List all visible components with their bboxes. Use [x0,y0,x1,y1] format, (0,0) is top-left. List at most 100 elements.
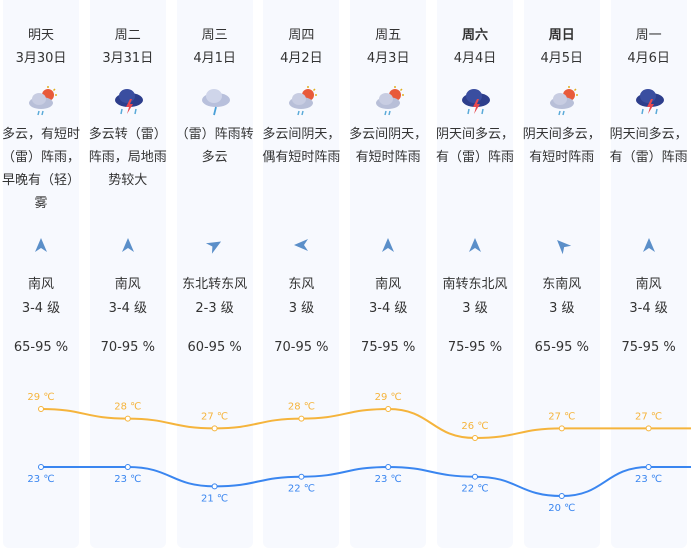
low-temperature-point [211,483,218,490]
day-label: 周三 [201,28,228,43]
date-label: 4月5日 [540,51,584,66]
high-temperature-point [124,415,131,422]
weather-description: 阴天间多云，有短时阵雨 [522,127,601,165]
humidity: 70-95 % [100,340,155,355]
forecast-day-column: 周一 4月6日 阴天间多云，有（雷）阵雨 南风 3-4 级 75-95 % [609,0,688,548]
thunderstorm-icon [462,89,490,115]
humidity: 60-95 % [187,340,242,355]
date-label: 4月1日 [193,51,236,66]
forecast-day-column: 周四 4月2日 多云间阴天，偶有短时阵雨 东风 3 级 70-95 % [262,0,341,548]
forecast-day-column: 周六 4月4日 阴天间多云，有（雷）阵雨 南转东北风 3 级 75-95 % [435,0,514,548]
day-label: 周日 [548,28,575,43]
humidity: 75-95 % [621,340,676,355]
low-temperature-label: 22 ℃ [288,484,315,495]
low-temperature-point [38,464,44,471]
wind-level: 3-4 级 [108,301,147,316]
thunderstorm-icon [635,89,664,115]
wind-direction-arrow-icon [205,241,221,254]
low-temperature-point [385,464,392,471]
wind-direction: 东南风 [542,277,582,292]
low-temperature-label: 22 ℃ [461,484,488,495]
weather-description: 多云间阴天，有短时阵雨 [349,127,428,165]
day-label: 周四 [288,28,315,43]
high-temperature-point [472,435,478,442]
weather-description: 阴天间多云，有（雷）阵雨 [435,127,514,165]
wind-level: 3-4 级 [629,301,668,316]
forecast-day-column: 周二 3月31日 多云转（雷）阵雨，局地雨势较大 南风 3-4 级 70-95 … [88,0,167,548]
wind-direction: 南风 [375,277,402,292]
weather-description: 多云间阴天，偶有短时阵雨 [262,127,341,165]
low-temperature-label: 21 ℃ [201,493,228,504]
low-temperature-label: 23 ℃ [27,474,54,485]
wind-direction-arrow-icon [642,238,655,252]
wind-direction: 东北转东风 [182,277,248,292]
wind-level: 3-4 级 [369,301,408,316]
low-temperature-point [298,473,305,480]
high-temperature-label: 29 ℃ [27,392,54,403]
day-label: 明天 [27,28,54,43]
wind-direction: 南转东北风 [442,277,508,292]
humidity: 65-95 % [534,340,589,355]
weather-description: 多云转（雷）阵雨，局地雨势较大 [88,127,167,188]
wind-level: 3 级 [549,301,575,316]
high-temperature-line [40,407,691,440]
wind-direction: 南风 [635,277,662,292]
low-temperature-point [558,493,565,500]
high-temperature-point [558,425,565,432]
high-temperature-point [645,425,652,432]
humidity: 70-95 % [274,340,329,355]
forecast-day-column: 周日 4月5日 阴天间多云，有短时阵雨 东南风 3 级 65-95 % [522,0,601,548]
partly-cloudy-rain-icon [29,86,57,116]
date-label: 3月31日 [102,51,154,66]
partly-cloudy-rain-icon [376,86,405,116]
low-temperature-point [645,464,652,471]
high-temperature-point [38,406,44,412]
wind-level: 3 级 [288,301,315,316]
wind-direction-arrow-icon [556,240,571,255]
low-temperature-label: 23 ℃ [114,474,141,485]
humidity: 75-95 % [447,340,503,355]
weather-description: 多云，有短时（雷）阵雨，早晚有（轻）雾 [1,127,80,211]
high-temperature-label: 26 ℃ [461,421,488,432]
day-label: 周一 [635,28,662,43]
forecast-day-column: 明天 3月30日 多云，有短时（雷）阵雨，早晚有（轻）雾 南风 3-4 级 65… [1,0,80,548]
date-label: 4月3日 [366,51,410,66]
high-temperature-label: 29 ℃ [375,392,402,403]
partly-cloudy-rain-icon [289,86,318,116]
wind-level: 3 级 [462,301,488,316]
wind-direction-arrow-icon [469,238,481,252]
wind-direction: 南风 [27,277,54,292]
low-temperature-point [472,473,478,480]
wind-direction-arrow-icon [382,238,395,252]
forecast-day-column: 周五 4月3日 多云间阴天，有短时阵雨 南风 3-4 级 75-95 % [349,0,428,548]
weather-description: （雷）阵雨转多云 [175,127,254,165]
date-label: 3月30日 [15,51,67,66]
high-temperature-label: 27 ℃ [548,411,575,422]
wind-direction-arrow-icon [121,238,134,252]
day-label: 周二 [114,28,141,43]
high-temperature-label: 27 ℃ [201,411,228,422]
weather-description: 阴天间多云，有（雷）阵雨 [609,127,688,165]
low-temperature-label: 20 ℃ [548,503,575,514]
shower-icon [201,89,230,116]
wind-level: 3-4 级 [21,301,61,316]
high-temperature-label: 27 ℃ [635,411,662,422]
high-temperature-point [211,425,218,432]
high-temperature-label: 28 ℃ [114,402,141,413]
humidity: 75-95 % [361,340,416,355]
low-temperature-label: 23 ℃ [635,474,662,485]
high-temperature-point [298,415,305,422]
day-label: 周六 [461,28,488,43]
date-label: 4月6日 [627,51,670,66]
temperature-chart: 29 ℃ 28 ℃ 27 ℃ 28 ℃ 29 ℃ 26 ℃ 27 ℃ 27 ℃ 23 ℃ 23 ℃… [27,392,691,514]
wind-direction: 南风 [114,277,141,292]
thunderstorm-icon [114,89,143,115]
wind-direction: 东风 [288,277,315,292]
wind-direction-arrow-icon [294,239,309,251]
humidity: 65-95 % [13,340,69,355]
forecast-day-column: 周三 4月1日 （雷）阵雨转多云 东北转东风 2-3 级 60-95 % [175,0,254,548]
wind-direction-arrow-icon [35,238,47,252]
low-temperature-label: 23 ℃ [375,474,402,485]
partly-cloudy-rain-icon [549,86,578,116]
wind-level: 2-3 级 [195,301,234,316]
